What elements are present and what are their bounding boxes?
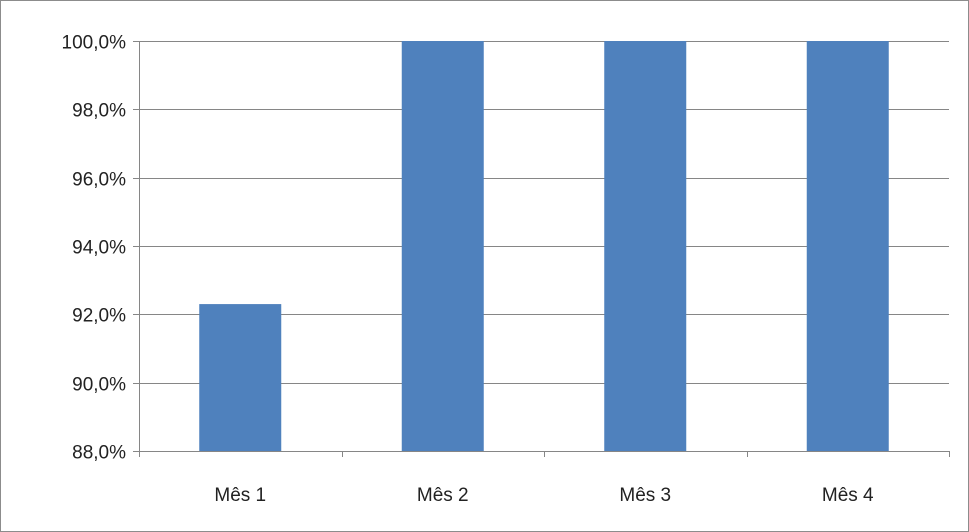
x-tick-label: Mês 4 [822,485,874,506]
bars [199,41,889,451]
bar [401,41,484,451]
y-tick-label: 100,0% [62,33,127,54]
y-tick-labels: 88,0% 90,0% 92,0% 94,0% 96,0% 98,0% 100,0% [62,33,127,464]
y-tick-label: 88,0% [72,443,126,464]
y-tick-label: 96,0% [72,170,126,191]
axes [133,41,950,457]
x-tick-label: Mês 2 [417,485,469,506]
bar [806,41,889,451]
y-tick-label: 90,0% [72,375,126,396]
y-tick-label: 92,0% [72,306,126,327]
y-tick-label: 98,0% [72,101,126,122]
x-tick-label: Mês 3 [619,485,671,506]
y-tick-label: 94,0% [72,238,126,259]
x-tick-label: Mês 1 [214,485,266,506]
bar [604,41,687,451]
x-tick-labels: Mês 1 Mês 2 Mês 3 Mês 4 [214,485,874,506]
bar [199,304,282,451]
